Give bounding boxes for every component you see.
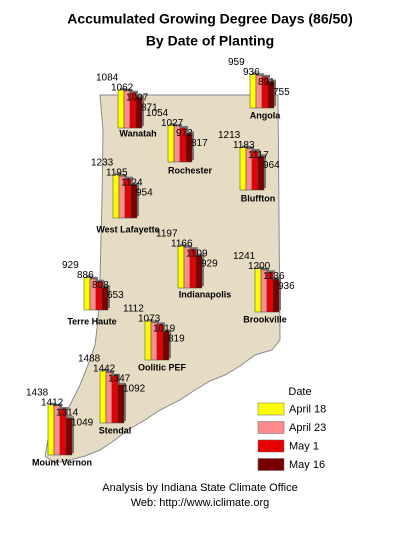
bar <box>112 174 120 219</box>
value-label: 936 <box>243 67 260 78</box>
value-label: 1166 <box>171 239 193 250</box>
value-label: 1054 <box>146 108 169 119</box>
value-label: 929 <box>201 259 218 270</box>
value-label: 1233 <box>91 157 114 168</box>
value-label: 1117 <box>248 150 269 161</box>
legend-swatch <box>257 402 285 416</box>
bar <box>185 133 193 163</box>
subtitle: By Date of Planting <box>146 33 274 49</box>
title: Accumulated Growing Degree Days (86/50) <box>67 11 353 27</box>
value-label: 1347 <box>108 374 131 385</box>
value-label: 1073 <box>138 314 161 325</box>
bar <box>162 331 170 361</box>
value-label: 1241 <box>233 251 256 262</box>
bar <box>144 320 152 361</box>
value-label: 1314 <box>56 407 79 418</box>
station-name: Angola <box>250 110 281 120</box>
legend-swatch <box>257 439 285 453</box>
value-label: 1007 <box>126 93 149 104</box>
station-name: West Lafayette <box>96 224 159 234</box>
value-label: 755 <box>273 87 290 98</box>
value-label: 653 <box>107 290 124 301</box>
bar <box>130 184 138 219</box>
value-label: 1112 <box>123 304 144 315</box>
value-label: 1197 <box>156 229 178 240</box>
value-label: 964 <box>263 160 280 171</box>
value-label: 1136 <box>263 271 285 282</box>
value-label: 1200 <box>248 261 271 272</box>
bar <box>47 404 55 456</box>
value-label: 936 <box>278 281 295 292</box>
bar <box>239 147 247 191</box>
station-name: Brookville <box>243 314 287 324</box>
value-label: 972 <box>176 128 193 139</box>
value-label: 1092 <box>123 384 146 395</box>
bar <box>135 97 143 129</box>
bar <box>99 370 107 424</box>
bar <box>257 156 265 191</box>
station-name: Wanatah <box>119 128 156 138</box>
station-name: Bluffton <box>241 193 275 203</box>
bar <box>254 268 262 313</box>
value-label: 819 <box>168 334 185 345</box>
station-name: Oolitic PEF <box>138 362 187 372</box>
value-label: 954 <box>136 187 153 198</box>
value-label: 1438 <box>26 387 49 398</box>
legend-swatch <box>257 421 285 434</box>
value-label: 959 <box>228 57 245 68</box>
bar <box>83 277 91 311</box>
value-label: 817 <box>191 138 208 149</box>
bar <box>117 89 125 129</box>
bar <box>117 384 125 424</box>
bar <box>167 124 175 163</box>
station-name: Terre Haute <box>67 316 116 326</box>
legend-label: May 1 <box>289 440 319 452</box>
station-name: Mount Vernon <box>32 457 92 467</box>
value-label: 891 <box>258 77 275 88</box>
legend-swatch <box>257 458 285 471</box>
value-label: 1183 <box>233 140 255 151</box>
legend-label: May 16 <box>289 459 325 471</box>
footer-line: Web: http://www.iclimate.org <box>131 497 270 509</box>
bar <box>195 255 203 289</box>
value-label: 886 <box>77 270 94 281</box>
value-label: 1488 <box>78 354 101 365</box>
station-name: Stendal <box>99 425 132 435</box>
bar <box>272 278 280 313</box>
value-label: 929 <box>62 260 79 271</box>
legend-title: Date <box>288 386 311 398</box>
value-label: 1195 <box>106 167 128 178</box>
value-label: 1213 <box>218 130 241 141</box>
value-label: 1412 <box>41 397 64 408</box>
value-label: 808 <box>92 280 109 291</box>
value-label: 1019 <box>153 324 176 335</box>
bar <box>267 81 275 109</box>
footer-line: Analysis by Indiana State Climate Office <box>102 482 297 494</box>
value-label: 871 <box>141 103 158 114</box>
station-name: Indianapolis <box>179 289 232 299</box>
value-label: 1027 <box>161 118 184 129</box>
bar <box>65 418 73 456</box>
value-label: 1109 <box>186 249 208 260</box>
bar <box>101 286 109 311</box>
bar <box>249 74 257 109</box>
value-label: 1124 <box>121 177 143 188</box>
value-label: 1442 <box>93 364 116 375</box>
bar <box>177 245 185 289</box>
value-label: 1084 <box>96 73 119 84</box>
station-name: Rochester <box>168 165 213 175</box>
value-label: 1062 <box>111 83 134 94</box>
value-label: 1049 <box>71 417 94 428</box>
legend-label: April 18 <box>289 403 326 415</box>
legend-label: April 23 <box>289 422 326 434</box>
